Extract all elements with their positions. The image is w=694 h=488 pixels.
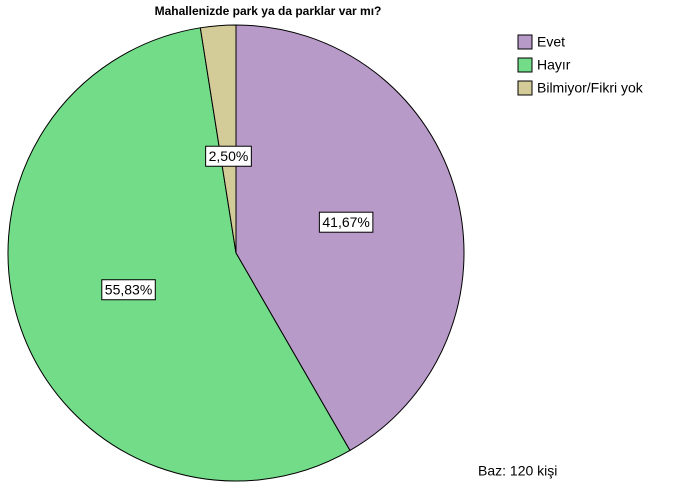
legend-swatch: [517, 80, 533, 96]
legend-label: Bilmiyor/Fikri yok: [537, 80, 644, 96]
legend-label: Hayır: [537, 57, 571, 73]
legend-swatch: [517, 34, 533, 50]
pie-slice: [7, 27, 351, 482]
legend-label: Evet: [537, 34, 565, 50]
data-label: 2,50%: [209, 148, 249, 164]
data-label-box: [318, 211, 374, 233]
data-label: 55,83%: [105, 282, 152, 298]
data-label-box: [205, 145, 252, 167]
pie-slice: [199, 24, 237, 254]
chart-title: Mahallenizde park ya da parklar var mı?: [155, 4, 382, 18]
pie-slice: [235, 24, 465, 452]
legend-swatch: [517, 57, 533, 73]
annotation: Baz: 120 kişi: [478, 463, 557, 479]
data-label: 41,67%: [322, 214, 369, 230]
data-label-box: [101, 279, 156, 301]
